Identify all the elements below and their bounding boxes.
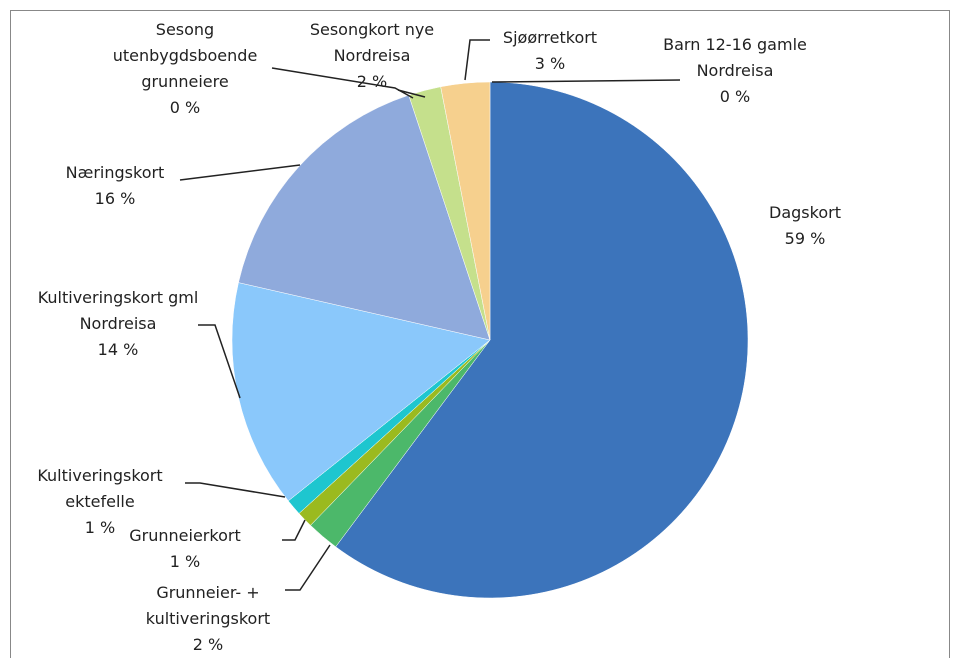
data-label: Grunneierkort 1 %	[115, 523, 255, 575]
value-label: 1 %	[169, 552, 201, 571]
leader-line	[491, 79, 681, 83]
pie-slice	[231, 282, 491, 502]
data-label: Kultiveringskort gml Nordreisa 14 %	[28, 285, 208, 363]
value-label: 2 %	[356, 72, 388, 91]
data-label: Barn 12-16 gamle Nordreisa 0 %	[660, 32, 810, 110]
category-label: Kultiveringskort ektefelle	[37, 466, 163, 511]
data-label: Sesong utenbygdsboende grunneiere 0 %	[100, 17, 270, 121]
chart-frame	[10, 10, 950, 658]
value-label: 0 %	[719, 87, 751, 106]
pie-slice	[440, 81, 491, 341]
value-label: 16 %	[94, 189, 136, 208]
category-label: Barn 12-16 gamle Nordreisa	[663, 35, 807, 80]
value-label: 0 %	[169, 98, 201, 117]
value-label: 14 %	[97, 340, 139, 359]
leader-line	[285, 544, 331, 591]
value-label: 1 %	[84, 518, 116, 537]
data-label: Sjøørretkort 3 %	[485, 25, 615, 77]
value-label: 3 %	[534, 54, 566, 73]
pie-slice	[335, 81, 749, 599]
category-label: Dagskort	[769, 203, 841, 222]
value-label: 2 %	[192, 635, 224, 654]
leader-line	[185, 482, 286, 498]
leader-line	[282, 519, 306, 541]
leader-line	[179, 164, 301, 181]
leader-line	[464, 39, 490, 81]
category-label: Grunneier- + kultiveringskort	[145, 583, 271, 628]
category-label: Næringskort	[65, 163, 165, 182]
leader-line	[271, 67, 414, 99]
pie-slice	[238, 94, 491, 341]
category-label: Sjøørretkort	[502, 28, 598, 47]
category-label: Sesong utenbygdsboende grunneiere	[112, 20, 258, 91]
data-label: Kultiveringskort ektefelle 1 %	[10, 463, 190, 541]
leader-line	[397, 89, 426, 98]
category-label: Grunneierkort	[129, 526, 241, 545]
data-label: Grunneier- + kultiveringskort 2 %	[108, 580, 308, 658]
category-label: Kultiveringskort gml Nordreisa	[37, 288, 199, 333]
category-label: Sesongkort nye Nordreisa	[309, 20, 435, 65]
data-label: Sesongkort nye Nordreisa 2 %	[297, 17, 447, 95]
leader-lines	[179, 39, 681, 591]
data-label: Dagskort 59 %	[735, 200, 875, 252]
data-label: Næringskort 16 %	[45, 160, 185, 212]
leader-line	[198, 324, 241, 399]
value-label: 59 %	[784, 229, 826, 248]
